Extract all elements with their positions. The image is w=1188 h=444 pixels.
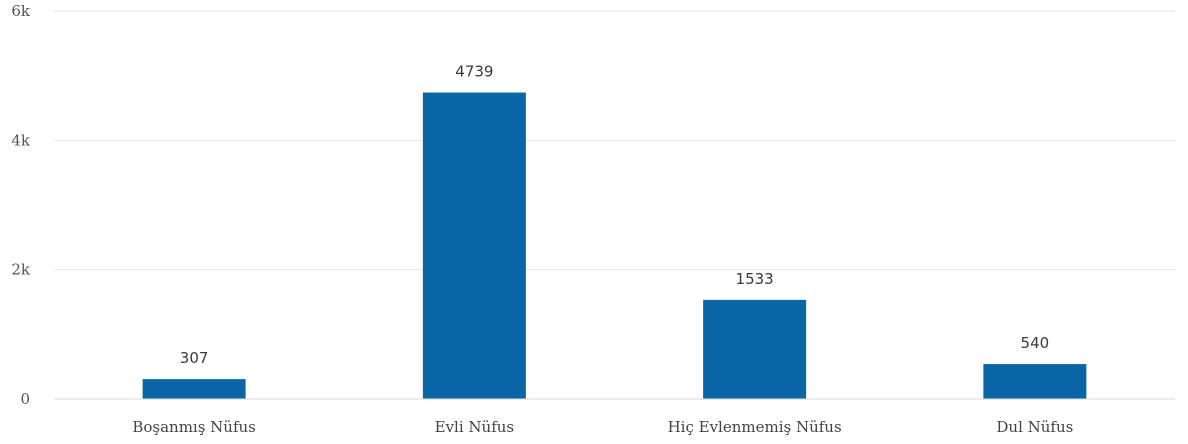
bar (422, 92, 526, 399)
x-category-label: Evli Nüfus (435, 418, 514, 436)
bar-value-label: 540 (1021, 334, 1050, 352)
y-tick-label: 0 (20, 390, 30, 408)
y-tick-label: 4k (11, 131, 31, 149)
bars (142, 92, 1087, 399)
y-tick-label: 6k (11, 2, 31, 20)
x-axis-category-labels: Boşanmış Nüfus Evli Nüfus Hiç Evlenmemiş N… (132, 418, 1073, 436)
y-tick-label: 2k (11, 261, 31, 279)
grid-lines (54, 10, 1175, 271)
bar (703, 299, 807, 399)
data-labels: 307 4739 1533 540 (180, 63, 1049, 368)
x-category-label: Boşanmış Nüfus (132, 418, 256, 436)
bar (983, 364, 1087, 399)
y-axis-tick-labels: 0 2k 4k 6k (11, 2, 31, 408)
bar-value-label: 4739 (455, 63, 493, 81)
bar-value-label: 307 (180, 349, 209, 367)
bar-value-label: 1533 (736, 270, 774, 288)
bar (142, 379, 246, 399)
x-category-label: Dul Nüfus (996, 418, 1073, 436)
x-category-label: Hiç Evlenmemiş Nüfus (668, 418, 842, 436)
